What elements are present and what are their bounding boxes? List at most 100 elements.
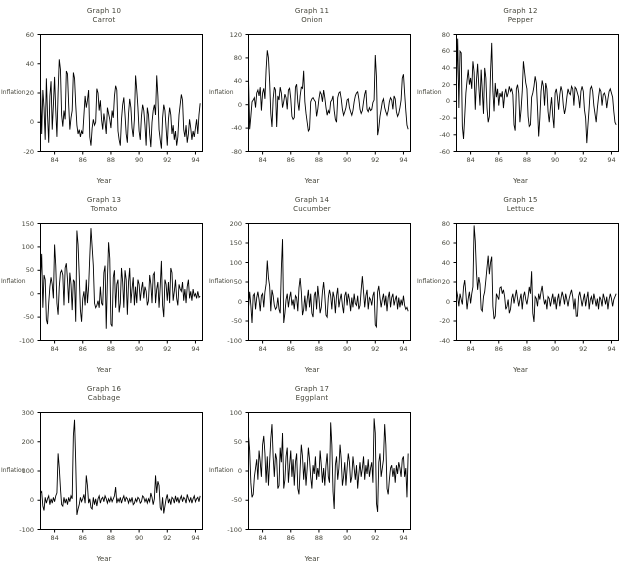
plot-canvas bbox=[453, 34, 619, 155]
chart-title: Graph 17 bbox=[294, 385, 330, 393]
plot-area: Inflation 150 100 50 0 -50 -100 84 86 88 90 92 94 bbox=[0, 220, 208, 363]
y-tick-label: 0 bbox=[29, 289, 34, 298]
y-tick-label: 80 bbox=[441, 30, 450, 39]
chart-title: Graph 15 bbox=[503, 196, 538, 204]
x-axis-label: Year bbox=[304, 555, 320, 563]
x-tick-label: 84 bbox=[50, 534, 59, 542]
y-tick-label: 50 bbox=[25, 266, 34, 275]
y-axis-label: Inflation bbox=[1, 89, 26, 96]
y-tick-label: 60 bbox=[441, 239, 450, 247]
plot-canvas bbox=[245, 412, 411, 533]
chart-subtitle: Carrot bbox=[92, 16, 116, 24]
plot-area: Inflation 100 50 0 -50 -100 84 86 88 90 92 94 bbox=[208, 409, 416, 552]
y-tick-label: 40 bbox=[25, 59, 34, 68]
x-tick-label: 90 bbox=[134, 534, 144, 542]
x-tick-label: 94 bbox=[191, 534, 200, 542]
x-tick-label: 92 bbox=[371, 156, 380, 164]
y-tick-label: 50 bbox=[233, 437, 242, 446]
y-tick-label: -100 bbox=[19, 525, 34, 534]
plot-frame bbox=[456, 223, 619, 341]
x-tick-label: 86 bbox=[78, 345, 87, 353]
chart-cell-cabbage: Graph 16 Cabbage Inflation 300 200 100 0 -10… bbox=[0, 378, 208, 567]
chart-title: Graph 11 bbox=[294, 7, 330, 15]
plot-frame bbox=[248, 34, 411, 152]
x-tick-label: 90 bbox=[134, 345, 144, 353]
chart-subtitle: Cucumber bbox=[293, 205, 331, 213]
x-tick-label: 84 bbox=[50, 156, 59, 164]
chart-subtitle: Onion bbox=[301, 16, 323, 24]
y-tick-label: 0 bbox=[237, 467, 242, 475]
y-axis-label: Inflation bbox=[209, 467, 234, 474]
x-tick-label: 92 bbox=[371, 534, 380, 542]
x-axis-label: Year bbox=[96, 366, 112, 374]
chart-title: Graph 12 bbox=[503, 7, 538, 15]
series-line bbox=[456, 38, 617, 144]
y-tick-label: 50 bbox=[233, 278, 242, 286]
y-tick-label: 40 bbox=[233, 77, 242, 86]
series-line bbox=[40, 59, 201, 149]
chart-cell-pepper: Graph 12 Pepper Inflation 80 60 40 20 0 -20 -4… bbox=[416, 0, 625, 189]
chart-subtitle: Eggplant bbox=[295, 394, 329, 402]
plot-area: Inflation 60 40 20 0 -20 84 86 88 90 92 94 bbox=[0, 31, 208, 174]
x-tick-label: 94 bbox=[607, 345, 616, 353]
chart-title: Graph 10 bbox=[86, 7, 122, 15]
y-tick-label: 20 bbox=[25, 89, 34, 97]
y-tick-label: 0 bbox=[29, 118, 34, 127]
y-tick-label: 40 bbox=[441, 63, 450, 72]
x-tick-label: 90 bbox=[342, 156, 352, 164]
series-line bbox=[248, 418, 409, 513]
y-tick-label: -40 bbox=[439, 336, 450, 345]
x-tick-label: 90 bbox=[550, 156, 560, 164]
x-tick-label: 90 bbox=[342, 345, 352, 353]
chart-subtitle: Lettuce bbox=[506, 205, 535, 213]
x-axis-label: Year bbox=[513, 177, 528, 185]
x-tick-label: 94 bbox=[191, 156, 200, 164]
x-tick-label: 88 bbox=[314, 156, 324, 164]
series-line bbox=[456, 225, 617, 323]
x-axis-label: Year bbox=[96, 555, 112, 563]
y-tick-label: 0 bbox=[237, 100, 242, 109]
plot-frame bbox=[40, 223, 203, 341]
chart-cell-onion: Graph 11 Onion Inflation 120 80 40 0 -40 -80 8… bbox=[208, 0, 416, 189]
x-tick-label: 88 bbox=[314, 534, 324, 542]
x-axis-label: Year bbox=[304, 177, 320, 185]
y-tick-label: 200 bbox=[229, 219, 242, 228]
x-tick-label: 94 bbox=[399, 156, 408, 164]
x-tick-label: 84 bbox=[466, 345, 475, 353]
y-tick-label: -20 bbox=[439, 114, 450, 123]
x-tick-label: 90 bbox=[342, 534, 352, 542]
y-tick-label: -100 bbox=[227, 336, 242, 345]
chart-cell-carrot: Graph 10 Carrot Inflation 60 40 20 0 -20 84 86… bbox=[0, 0, 208, 189]
x-tick-label: 86 bbox=[286, 345, 295, 353]
plot-canvas bbox=[37, 34, 203, 155]
x-tick-label: 86 bbox=[78, 156, 87, 164]
plot-frame bbox=[248, 223, 411, 341]
y-axis-label: Inflation bbox=[1, 467, 26, 474]
y-axis-label: Inflation bbox=[417, 89, 442, 96]
y-tick-label: 80 bbox=[441, 219, 450, 228]
x-tick-label: 92 bbox=[579, 156, 588, 164]
y-tick-label: -50 bbox=[23, 313, 34, 322]
y-tick-label: -20 bbox=[23, 147, 34, 156]
y-tick-label: -50 bbox=[231, 496, 242, 505]
series-line bbox=[40, 228, 201, 329]
x-tick-label: 88 bbox=[106, 534, 116, 542]
plot-canvas bbox=[37, 223, 203, 344]
y-tick-label: 100 bbox=[21, 242, 34, 251]
x-axis-label: Year bbox=[96, 177, 112, 185]
y-tick-label: 300 bbox=[21, 408, 34, 417]
plot-frame bbox=[40, 412, 203, 530]
chart-title: Graph 16 bbox=[86, 385, 122, 393]
x-axis-label: Year bbox=[513, 366, 528, 374]
y-tick-label: 100 bbox=[229, 258, 242, 267]
y-tick-label: 60 bbox=[441, 47, 450, 56]
y-tick-label: 0 bbox=[29, 496, 34, 505]
x-tick-label: 84 bbox=[258, 345, 267, 353]
plot-area: Inflation 200 150 100 50 0 -50 -100 84 86 88 90 92 9… bbox=[208, 219, 416, 363]
x-tick-label: 84 bbox=[50, 345, 59, 353]
y-axis-label: Inflation bbox=[417, 278, 442, 285]
plot-area: Inflation 300 200 100 0 -100 84 86 88 90 92 94 bbox=[0, 408, 208, 552]
chart-cell-lettuce: Graph 15 Lettuce Inflation 80 60 40 20 0 -20 -… bbox=[416, 189, 625, 378]
chart-subtitle: Pepper bbox=[507, 16, 534, 24]
x-tick-label: 92 bbox=[163, 345, 172, 353]
